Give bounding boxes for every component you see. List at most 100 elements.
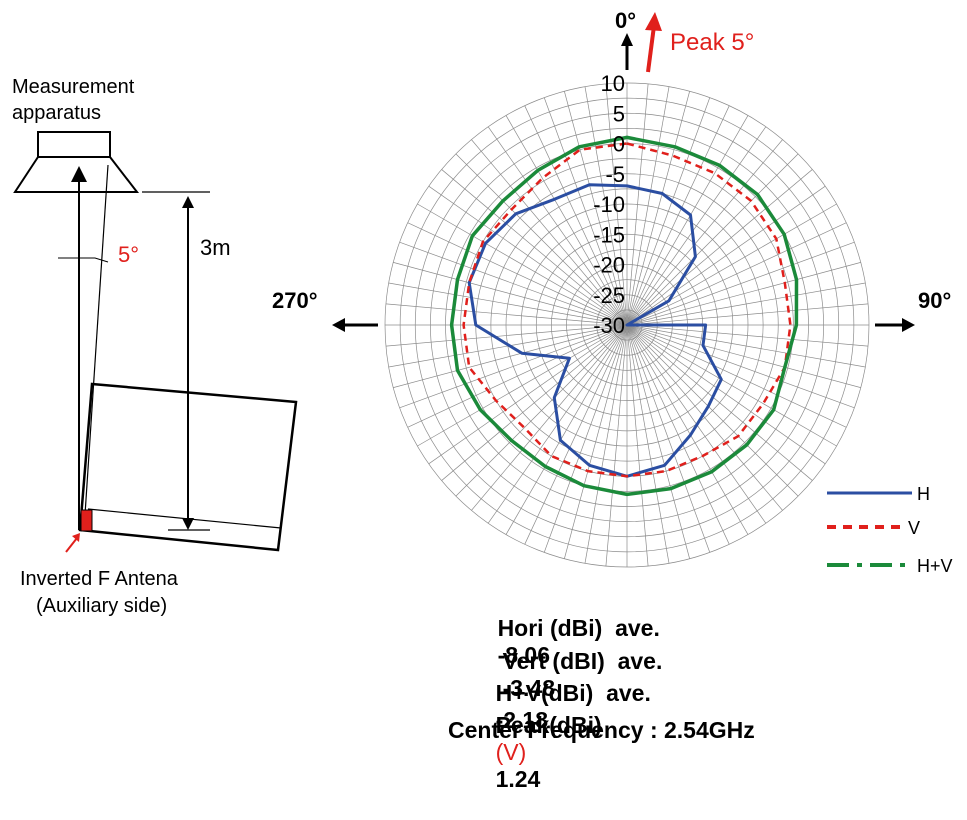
grid-spoke bbox=[399, 241, 628, 326]
zero-deg-label: 0° bbox=[615, 8, 636, 33]
grid-spoke bbox=[626, 139, 783, 326]
apparatus-label: Measurement bbox=[12, 76, 135, 98]
right-direction-label: 90° bbox=[918, 288, 951, 313]
antenna-pointer-arrow bbox=[65, 537, 78, 553]
grid-spoke bbox=[407, 324, 628, 428]
grid-spoke bbox=[385, 303, 628, 326]
radial-tick-label: -15 bbox=[593, 222, 625, 247]
grid-spoke bbox=[399, 324, 628, 409]
left-arrow-head bbox=[332, 318, 345, 332]
angle-marker bbox=[58, 257, 109, 263]
grid-spoke bbox=[626, 83, 649, 326]
grid-spoke bbox=[626, 324, 783, 511]
antenna-marker bbox=[80, 509, 93, 532]
series-line-v bbox=[462, 142, 792, 478]
grid-spoke bbox=[626, 324, 855, 409]
radial-tick-label: 0 bbox=[613, 132, 625, 157]
grid-spoke bbox=[441, 324, 628, 481]
zero-deg-arrow-head bbox=[621, 33, 633, 46]
right-arrow-head bbox=[902, 318, 915, 332]
grid-spoke bbox=[417, 203, 628, 326]
radial-tick-label: -25 bbox=[593, 283, 625, 308]
radial-tick-label: -10 bbox=[593, 192, 625, 217]
grid-spoke bbox=[626, 262, 861, 326]
stat-hori-label: Hori (dBi) ave. bbox=[497, 615, 660, 641]
radial-tick-label: -5 bbox=[605, 162, 625, 187]
measurement-setup-diagram: Measurement apparatus 5° 3m Inverted F A… bbox=[12, 76, 298, 617]
grid-spoke bbox=[428, 185, 628, 326]
distance-arrow-head-bottom bbox=[182, 518, 194, 530]
grid-spoke bbox=[626, 324, 670, 564]
legend-label-v: V bbox=[908, 518, 920, 538]
grid-spoke bbox=[626, 324, 826, 465]
grid-spoke bbox=[417, 324, 628, 447]
grid-spoke bbox=[626, 324, 649, 567]
grid-spoke bbox=[626, 126, 767, 326]
grid-spoke bbox=[564, 324, 628, 559]
left-direction-label: 270° bbox=[272, 288, 318, 313]
direction-indicators: 0° Peak 5° 270° 90° bbox=[272, 8, 951, 332]
grid-spoke bbox=[524, 105, 628, 326]
grid-spoke bbox=[564, 91, 628, 326]
stat-hori: Hori (dBi) ave. -8.06 bbox=[472, 588, 660, 696]
legend-label-hv: H+V bbox=[917, 556, 953, 576]
stat-vert-label: Vert (dBI) ave. bbox=[502, 648, 663, 674]
grid-spoke bbox=[626, 324, 690, 559]
antenna-label-2: (Auxiliary side) bbox=[36, 595, 167, 617]
stat-vert: Vert (dBI) ave. -3.48 bbox=[477, 621, 663, 729]
grid-spoke bbox=[584, 86, 628, 326]
antenna-label: Inverted F Antena bbox=[20, 568, 179, 590]
grid-spoke bbox=[626, 324, 711, 553]
tilt-angle-label: 5° bbox=[118, 242, 139, 267]
grid-spoke bbox=[543, 324, 628, 553]
grid-spoke bbox=[584, 324, 628, 564]
radial-tick-labels: 10 5 0 -5 -10 -15 -20 -25 -30 bbox=[593, 71, 625, 338]
stat-hv-value: -2.18 bbox=[495, 707, 548, 733]
stat-hori-value: -8.06 bbox=[497, 642, 550, 668]
peak-arrow bbox=[646, 25, 656, 73]
grid-spoke bbox=[626, 324, 847, 428]
grid-spoke bbox=[455, 153, 628, 326]
grid-spoke bbox=[543, 97, 628, 326]
radial-tick-label: 5 bbox=[613, 101, 625, 126]
peak-arrow-head bbox=[645, 12, 662, 31]
grid-spoke bbox=[626, 324, 861, 388]
grid-spoke bbox=[626, 91, 690, 326]
grid-spoke bbox=[626, 153, 799, 326]
polar-grid bbox=[384, 82, 870, 568]
grid-spoke bbox=[388, 282, 628, 326]
grid-spoke bbox=[471, 139, 628, 326]
grid-spoke bbox=[505, 115, 628, 326]
tilted-axis bbox=[83, 164, 109, 531]
chart-legend: H V H+V bbox=[827, 484, 953, 576]
grid-spoke bbox=[626, 241, 855, 326]
laptop-outline bbox=[78, 382, 298, 552]
grid-spoke bbox=[505, 324, 628, 535]
grid-spoke bbox=[385, 324, 628, 347]
legend-label-h: H bbox=[917, 484, 930, 504]
radial-tick-label: -30 bbox=[593, 313, 625, 338]
grid-spoke bbox=[626, 303, 869, 326]
grid-spoke bbox=[626, 324, 730, 545]
grid-spoke bbox=[605, 324, 628, 567]
grid-spoke bbox=[487, 126, 628, 326]
antenna-pointer-head bbox=[72, 533, 80, 542]
grid-spoke bbox=[455, 324, 628, 497]
grid-spoke bbox=[626, 105, 730, 326]
grid-spoke bbox=[393, 324, 628, 388]
series-line-h-plus-v bbox=[449, 135, 799, 497]
radial-tick-label: 10 bbox=[601, 71, 625, 96]
radial-tick-label: -20 bbox=[593, 253, 625, 278]
stat-peak-value: 1.24 bbox=[495, 766, 541, 792]
grid-spoke bbox=[626, 185, 826, 326]
stat-vert-value: -3.48 bbox=[502, 675, 555, 701]
peak-direction-label: Peak 5° bbox=[670, 29, 754, 56]
grid-spoke bbox=[626, 97, 711, 326]
grid-spoke bbox=[626, 324, 799, 497]
stat-peak: Peak(dBi) (V) 1.24 bbox=[470, 685, 602, 820]
polar-series bbox=[449, 135, 799, 497]
grid-spoke bbox=[471, 324, 628, 511]
grid-spoke bbox=[626, 222, 847, 326]
grid-spoke bbox=[605, 83, 628, 326]
grid-spoke bbox=[626, 324, 869, 347]
